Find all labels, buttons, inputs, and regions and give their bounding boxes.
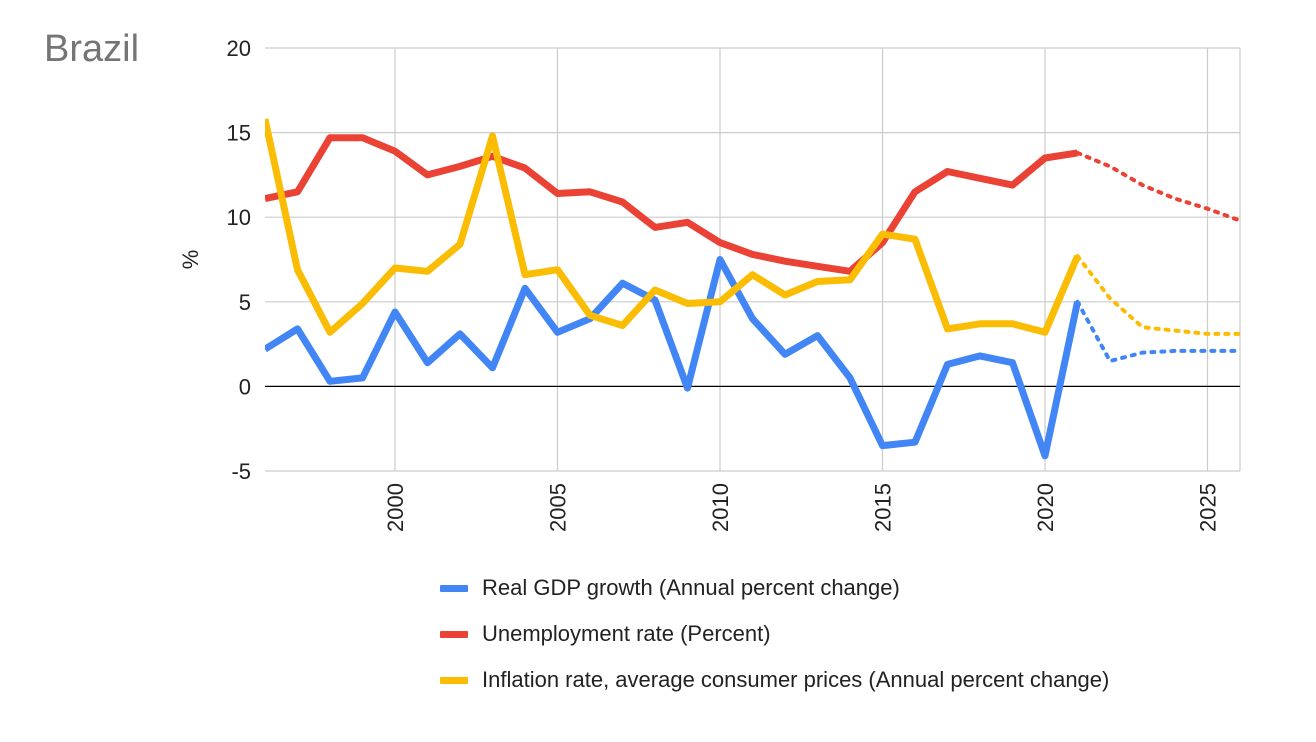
y-axis-label: % <box>178 250 203 270</box>
series-projection-gdp <box>1075 299 1240 364</box>
series-projection-inflation <box>1075 254 1240 336</box>
legend-label-unemployment: Unemployment rate (Percent) <box>482 621 771 646</box>
grid-layer <box>265 47 1241 472</box>
legend-item-inflation[interactable]: Inflation rate, average consumer prices … <box>440 668 1140 692</box>
x-tick-label: 2015 <box>871 483 896 532</box>
x-tick-label: 2000 <box>383 483 408 532</box>
legend-item-unemployment[interactable]: Unemployment rate (Percent) <box>440 622 1140 646</box>
y-tick-label: 20 <box>227 36 251 61</box>
y-tick-label: 5 <box>239 290 251 315</box>
legend-label-gdp: Real GDP growth (Annual percent change) <box>482 575 900 600</box>
legend-swatch-gdp <box>440 585 468 592</box>
y-tick-label: -5 <box>231 459 251 484</box>
y-tick-label: 0 <box>239 374 251 399</box>
series-line-unemployment <box>265 134 1079 275</box>
legend: Real GDP growth (Annual percent change) … <box>440 576 1140 714</box>
series-line-inflation <box>265 118 1081 336</box>
legend-label-inflation: Inflation rate, average consumer prices … <box>482 667 1110 692</box>
series-line-gdp <box>265 256 1081 460</box>
y-tick-label: 15 <box>227 121 251 146</box>
series-layer <box>265 118 1240 460</box>
x-tick-label: 2025 <box>1196 483 1221 532</box>
legend-swatch-unemployment <box>440 631 468 638</box>
series-projection-unemployment <box>1075 150 1240 223</box>
x-tick-label: 2010 <box>708 483 733 532</box>
x-tick-label: 2005 <box>546 483 571 532</box>
y-tick-label: 10 <box>227 205 251 230</box>
axis-layer: -5 0 5 10 15 20 2000 2005 2010 2015 2020 2025% <box>178 36 1240 532</box>
legend-item-gdp[interactable]: Real GDP growth (Annual percent change) <box>440 576 1140 600</box>
legend-swatch-inflation <box>440 677 468 684</box>
chart-title: Brazil <box>44 28 140 70</box>
x-tick-label: 2020 <box>1033 483 1058 532</box>
